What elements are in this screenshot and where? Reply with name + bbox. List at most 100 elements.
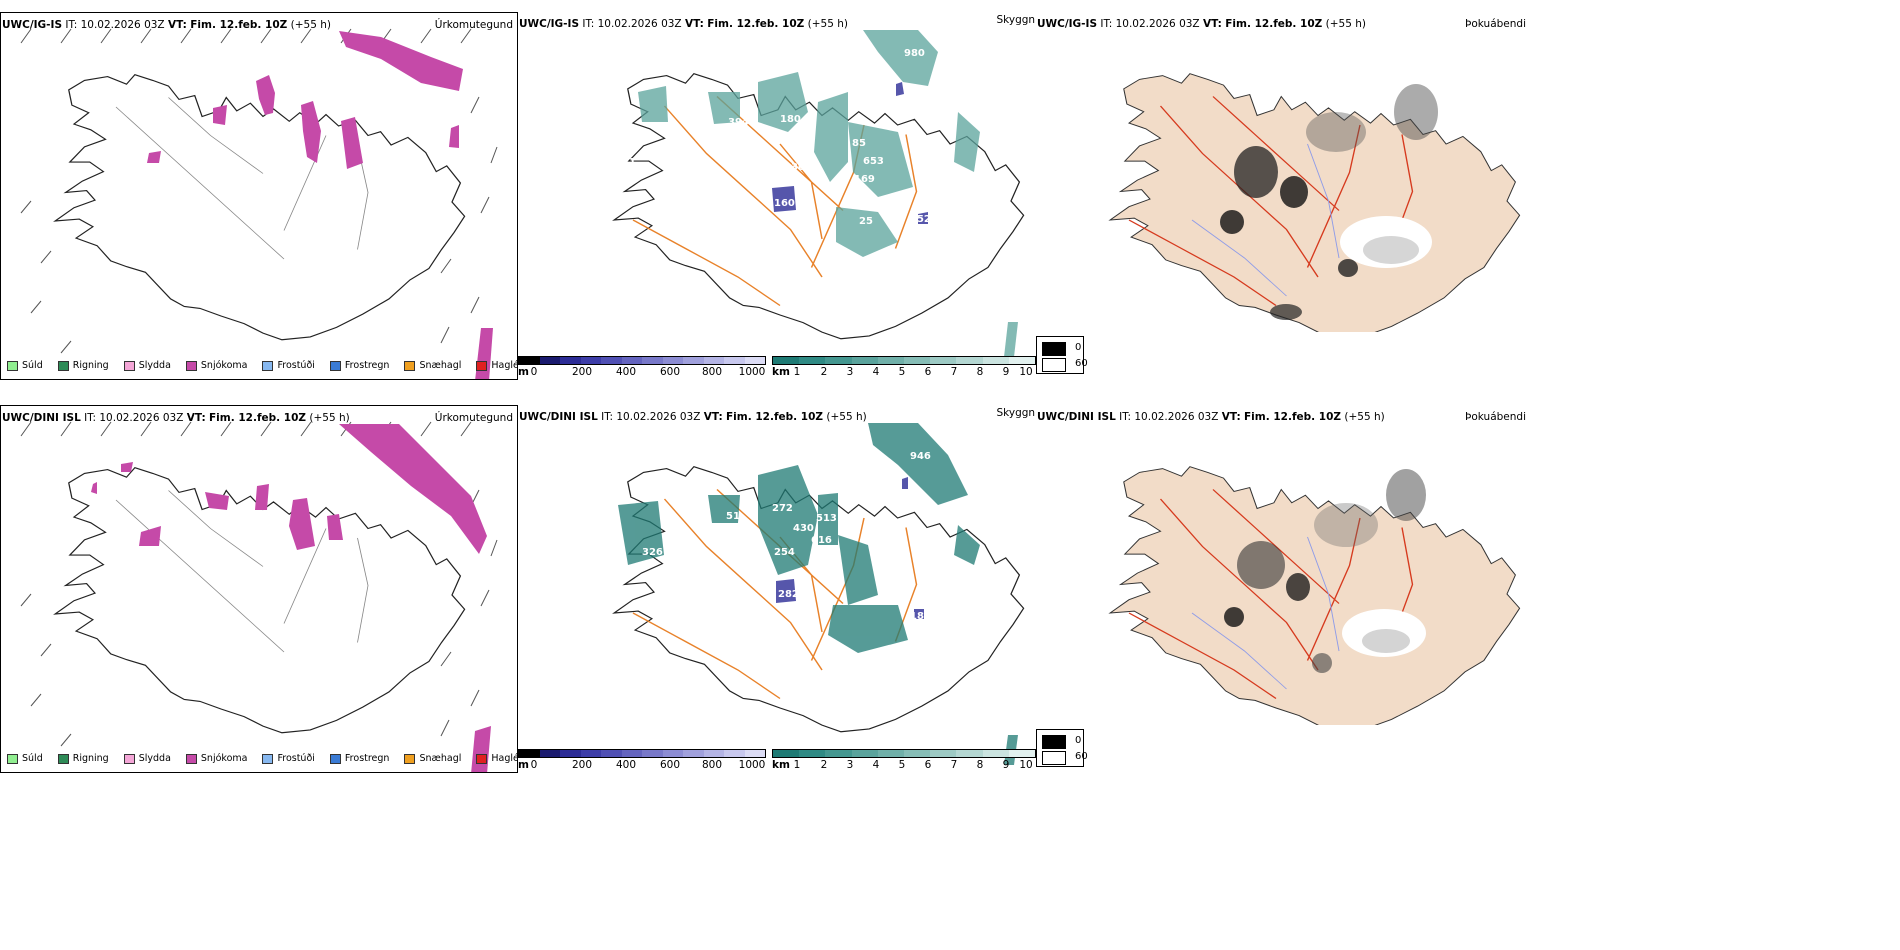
legend-swatch (57, 753, 69, 764)
ceiling-tick: 200 (571, 366, 593, 378)
clouds-panel-bottom: 946 513 272 51 430 616 254 634 326 282 2… (518, 405, 1038, 773)
snow-areas (147, 31, 493, 379)
legend-item: Haglél (476, 360, 517, 371)
label-184: 184 (910, 611, 931, 622)
fog-swatch (1042, 358, 1066, 372)
legend-swatch (123, 753, 135, 764)
label-394: 394 (728, 117, 749, 128)
visibility-colorbar (772, 356, 1036, 365)
legend-item: Snjókoma (185, 753, 247, 764)
ceiling-scale: m 0 200 400 600 800 1000 (518, 356, 768, 380)
vis-tick: 2 (820, 759, 828, 771)
legend-swatch (7, 753, 18, 764)
legend-swatch (404, 753, 416, 764)
vis-tick: 10 (1019, 366, 1033, 378)
ceiling-tick: 400 (615, 366, 637, 378)
label-152: 152 (910, 214, 931, 225)
precip-map-top (20, 28, 498, 379)
legend-item: Slydda (123, 360, 171, 371)
label-430: 430 (793, 523, 814, 534)
panel-header: UWC/IG-IS IT: 10.02.2026 03Z VT: Fim. 12… (1037, 18, 1366, 30)
label-653: 653 (863, 156, 884, 167)
legend-swatch (185, 360, 197, 371)
panel-header: UWC/DINI ISL IT: 10.02.2026 03Z VT: Fim.… (2, 412, 350, 424)
ceiling-areas (776, 477, 924, 619)
panel-header: UWC/DINI ISL IT: 10.02.2026 03Z VT: Fim.… (519, 411, 867, 423)
label-31: 31 (622, 157, 636, 168)
label-616: 616 (811, 535, 832, 546)
label-160: 160 (774, 198, 795, 209)
vis-tick: 9 (1002, 759, 1010, 771)
vis-tick: 8 (976, 759, 984, 771)
label-25a: 25 (730, 198, 744, 209)
visibility-colorbar (772, 749, 1036, 758)
legend-item: Haglél (476, 753, 517, 764)
ceiling-colorbar (518, 749, 766, 758)
vis-tick: 6 (924, 759, 932, 771)
precip-legend: Súld Rigning Slydda Snjókoma Frostúði Fr… (7, 360, 517, 371)
vis-tick: 2 (820, 366, 828, 378)
ceiling-unit: m (518, 366, 529, 378)
legend-swatch (404, 360, 416, 371)
fog-swatch (1042, 735, 1066, 749)
vis-tick: 9 (1002, 366, 1010, 378)
visibility-unit: km (772, 759, 790, 771)
legend-item: Súld (7, 360, 43, 371)
vis-tick: 5 (898, 759, 906, 771)
visibility-scale: km 1 2 3 4 5 6 7 8 9 10 (772, 356, 1038, 380)
legend-swatch (329, 360, 341, 371)
panel-header: UWC/DINI ISL IT: 10.02.2026 03Z VT: Fim.… (1037, 411, 1385, 423)
label-282: 282 (778, 589, 799, 600)
ceiling-tick: 0 (530, 759, 538, 771)
label-254: 254 (774, 547, 795, 558)
ceiling-tick: 0 (530, 366, 538, 378)
legend-swatch (262, 753, 274, 764)
ceiling-tick: 200 (571, 759, 593, 771)
label-634: 634 (811, 547, 832, 558)
vis-tick: 3 (846, 366, 854, 378)
vis-tick: 7 (950, 366, 958, 378)
label-51: 51 (726, 511, 740, 522)
precip-map-bottom (20, 421, 498, 772)
legend-item: Frostúði (262, 360, 315, 371)
panel-title: Þokuábendi (1465, 18, 1526, 30)
panel-title: Úrkomutegund (434, 19, 513, 31)
legend-swatch (185, 753, 197, 764)
legend-swatch (7, 360, 18, 371)
cloud-areas (638, 30, 1018, 357)
vis-tick: 7 (950, 759, 958, 771)
legend-item: Slydda (123, 753, 171, 764)
fog-legend-label: 60 (1075, 358, 1088, 369)
label-946: 946 (910, 451, 931, 462)
legend-item: Snæhagl (404, 753, 461, 764)
ceiling-tick: 1000 (738, 366, 766, 378)
label-30: 30 (791, 162, 805, 173)
vis-tick: 8 (976, 366, 984, 378)
vis-tick: 1 (793, 366, 801, 378)
fog-panel-top: UWC/IG-IS IT: 10.02.2026 03Z VT: Fim. 12… (1036, 12, 1526, 332)
clouds-map-bottom: 946 513 272 51 430 616 254 634 326 282 2… (613, 423, 1025, 765)
vis-tick: 6 (924, 366, 932, 378)
legend-item: Rigning (57, 753, 109, 764)
ceiling-tick: 600 (659, 366, 681, 378)
precip-type-panel-bottom: UWC/DINI ISL IT: 10.02.2026 03Z VT: Fim.… (0, 405, 518, 773)
clouds-panel-top: 980 394 180 85 653 30 169 31 25 160 25 1… (518, 12, 1038, 380)
fog-map-bottom (1109, 466, 1521, 725)
fog-legend-label: 0 (1075, 342, 1082, 353)
panel-title: Skyggni (996, 407, 1039, 419)
panel-title: Úrkomutegund (434, 412, 513, 424)
legend-swatch (476, 753, 488, 764)
fog-panel-bottom: UWC/DINI ISL IT: 10.02.2026 03Z VT: Fim.… (1036, 405, 1526, 725)
label-169: 169 (854, 174, 875, 185)
ceiling-tick: 400 (615, 759, 637, 771)
label-180: 180 (780, 114, 801, 125)
label-326: 326 (642, 547, 663, 558)
ceiling-colorbar (518, 356, 766, 365)
fog-shading (1220, 84, 1438, 320)
panel-header: UWC/IG-IS IT: 10.02.2026 03Z VT: Fim. 12… (519, 18, 848, 30)
label-980: 980 (904, 48, 925, 59)
vis-tick: 1 (793, 759, 801, 771)
ceiling-tick: 1000 (738, 759, 766, 771)
vis-tick: 10 (1019, 759, 1033, 771)
fog-legend-bottom: 0 60 (1036, 729, 1088, 767)
